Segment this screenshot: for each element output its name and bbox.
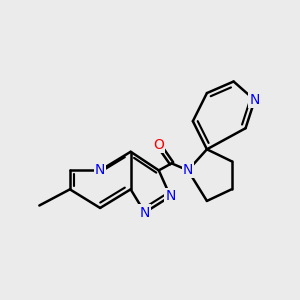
- Text: N: N: [250, 93, 260, 107]
- Text: N: N: [95, 164, 105, 177]
- Text: N: N: [183, 164, 193, 177]
- Text: O: O: [153, 138, 164, 152]
- Text: N: N: [140, 206, 150, 220]
- Text: N: N: [165, 189, 176, 203]
